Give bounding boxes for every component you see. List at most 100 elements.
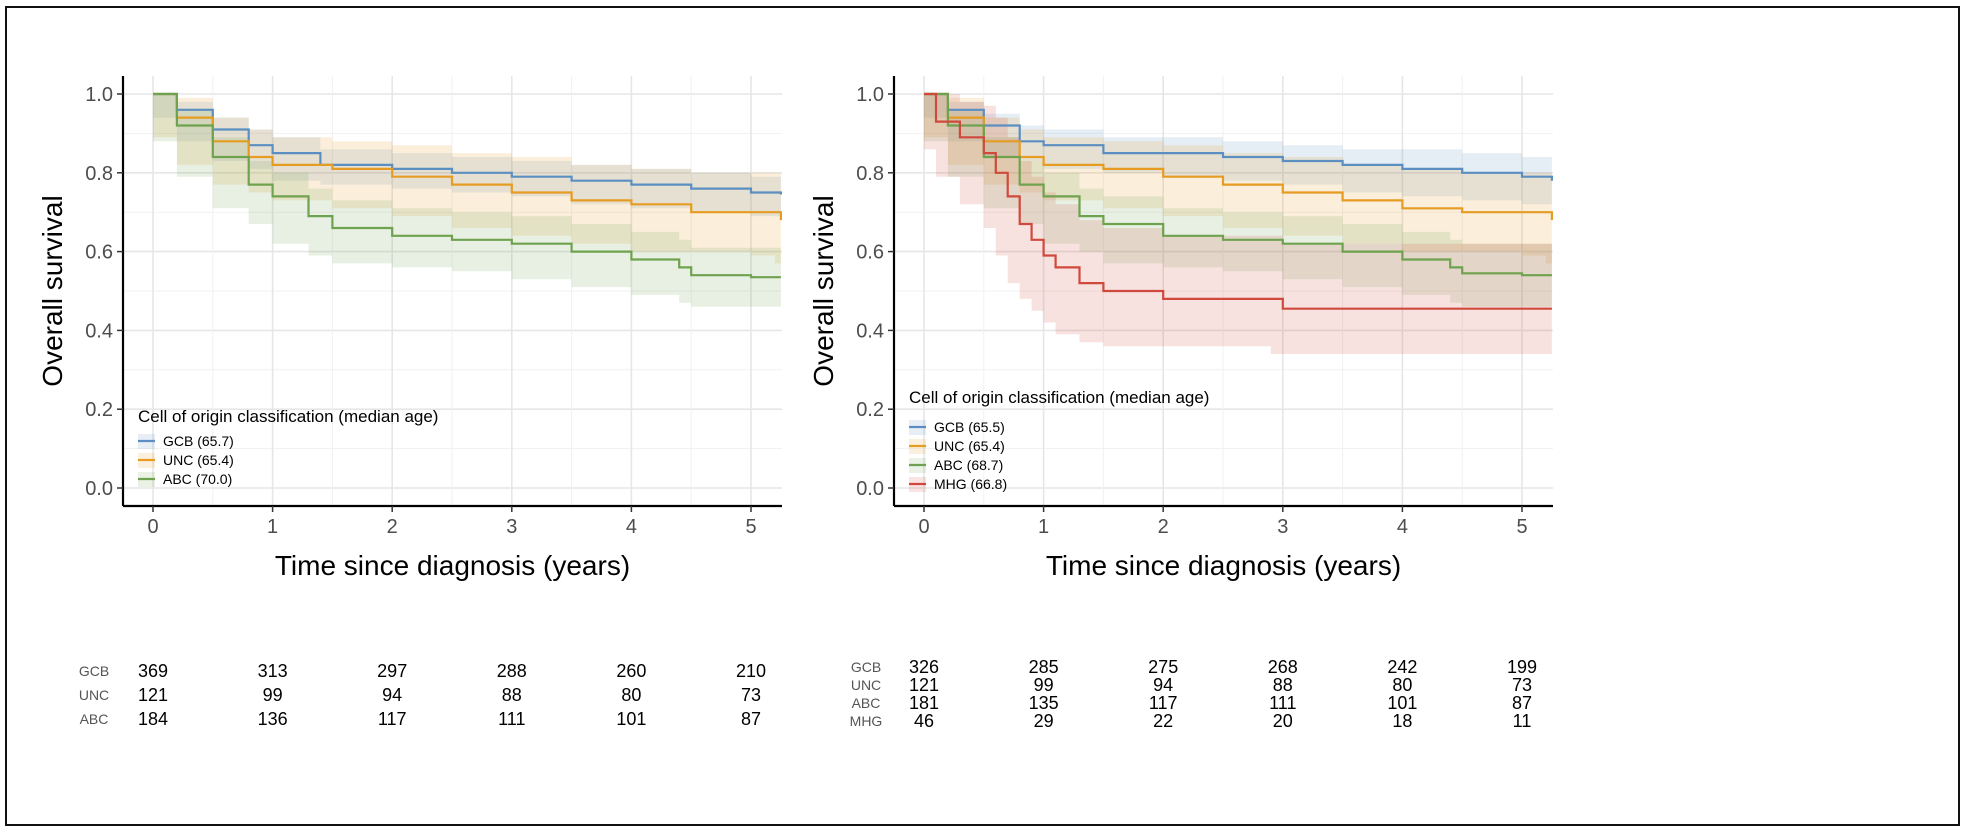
ci-band-abc — [924, 94, 1552, 307]
risk-table-count: 135 — [1029, 693, 1059, 713]
y-tick-label: 0.2 — [856, 399, 884, 421]
risk-table-count: 275 — [1148, 657, 1178, 677]
legend-label-abc: ABC (70.0) — [163, 471, 232, 487]
survival-curve-abc — [153, 92, 781, 279]
risk-table-count: 29 — [1034, 711, 1054, 731]
risk-table-count: 99 — [263, 685, 283, 705]
ci-band-gcb — [153, 94, 781, 217]
y-axis-title: Overall survival — [37, 195, 68, 386]
ci-band-gcb — [924, 94, 1552, 205]
risk-table-count: 369 — [138, 661, 168, 681]
risk-table-count: 18 — [1392, 711, 1412, 731]
x-axis-title: Time since diagnosis (years) — [275, 550, 630, 581]
risk-table-count: 184 — [138, 709, 168, 729]
risk-table-count: 260 — [616, 661, 646, 681]
x-tick-label: 2 — [387, 516, 398, 538]
y-tick-label: 0.6 — [856, 242, 884, 264]
risk-table-count: 288 — [497, 661, 527, 681]
risk-table-group-label: UNC — [79, 687, 109, 703]
risk-table-count: 326 — [909, 657, 939, 677]
risk-table-group-label: ABC — [852, 695, 881, 711]
x-tick-label: 1 — [267, 516, 278, 538]
x-tick-label: 4 — [626, 516, 637, 538]
risk-table-count: 87 — [1512, 693, 1532, 713]
risk-table-count: 80 — [1392, 675, 1412, 695]
survival-curve-mhg — [924, 92, 1552, 310]
legend-label-gcb: GCB (65.7) — [163, 433, 234, 449]
risk-table-count: 73 — [1512, 675, 1532, 695]
y-tick-label: 1.0 — [856, 84, 884, 106]
risk-table-count: 94 — [1153, 675, 1173, 695]
risk-table-group-label: UNC — [851, 677, 881, 693]
chart-panel-2: 0.0 0.2 0.4 0.6 0.8 1.0 0 1 2 3 4 5 Time since diagn… — [808, 76, 1553, 731]
risk-table-count: 121 — [909, 675, 939, 695]
risk-table-count: 121 — [138, 685, 168, 705]
x-tick-label: 0 — [918, 516, 929, 538]
plot-area — [153, 92, 782, 307]
risk-table-count: 94 — [382, 685, 402, 705]
risk-table-count: 88 — [1273, 675, 1293, 695]
risk-table-group-label: GCB — [79, 663, 109, 679]
survival-curve-gcb — [924, 92, 1553, 181]
x-tick-label: 4 — [1397, 516, 1408, 538]
risk-table-count: 111 — [498, 709, 525, 729]
x-tick-label: 3 — [506, 516, 517, 538]
y-tick-label: 0.4 — [856, 320, 884, 342]
x-tick-label: 5 — [1516, 516, 1527, 538]
ci-band-mhg — [924, 94, 1552, 354]
figure-frame — [5, 6, 1960, 826]
risk-table-count: 285 — [1029, 657, 1059, 677]
risk-table-count: 11 — [1513, 711, 1532, 731]
risk-table: GCB 326 285 275 268 242 199 UNC 121 99 94 88 80 73 ABC… — [850, 657, 1537, 731]
risk-table: GCB 369 313 297 288 260 210 UNC 121 99 94 88 80 73 ABC… — [79, 661, 766, 729]
risk-table-count: 136 — [258, 709, 288, 729]
risk-table-count: 117 — [1149, 693, 1178, 713]
risk-table-count: 20 — [1273, 711, 1293, 731]
legend-title: Cell of origin classification (median ag… — [138, 407, 438, 426]
risk-table-count: 99 — [1034, 675, 1054, 695]
legend-label-unc: UNC (65.4) — [163, 452, 234, 468]
y-tick-label: 0.8 — [85, 163, 113, 185]
ci-band-unc — [153, 94, 781, 264]
y-tick-label: 0.8 — [856, 163, 884, 185]
x-tick-label: 0 — [147, 516, 158, 538]
risk-table-count: 87 — [741, 709, 761, 729]
risk-table-group-label: MHG — [850, 713, 883, 729]
survival-curve-abc — [924, 92, 1552, 277]
x-tick-label: 3 — [1277, 516, 1288, 538]
legend-label-mhg: MHG (66.8) — [934, 476, 1007, 492]
risk-table-count: 268 — [1268, 657, 1298, 677]
risk-table-group-label: ABC — [80, 711, 109, 727]
risk-table-count: 181 — [909, 693, 939, 713]
legend-label-gcb: GCB (65.5) — [934, 419, 1005, 435]
x-axis-title: Time since diagnosis (years) — [1046, 550, 1401, 581]
risk-table-count: 111 — [1269, 693, 1296, 713]
legend-label-unc: UNC (65.4) — [934, 438, 1005, 454]
risk-table-count: 117 — [378, 709, 407, 729]
ci-band-abc — [153, 94, 781, 307]
y-tick-label: 0.2 — [85, 399, 113, 421]
risk-table-count: 210 — [736, 661, 766, 681]
risk-table-count: 80 — [621, 685, 641, 705]
y-tick-label: 0.0 — [85, 478, 113, 500]
survival-curve-unc — [924, 92, 1553, 221]
risk-table-count: 73 — [741, 685, 761, 705]
survival-curve-unc — [153, 92, 782, 221]
ci-band-unc — [924, 94, 1552, 264]
y-tick-label: 0.6 — [85, 242, 113, 264]
legend: Cell of origin classification (median ag… — [138, 407, 438, 487]
x-tick-label: 2 — [1158, 516, 1169, 538]
y-tick-label: 0.0 — [856, 478, 884, 500]
plot-area — [924, 92, 1553, 354]
risk-table-count: 88 — [502, 685, 522, 705]
risk-table-group-label: GCB — [851, 659, 881, 675]
chart-panel-1: 0.0 0.2 0.4 0.6 0.8 1.0 0 1 2 3 4 5 Time since diagn… — [37, 76, 782, 729]
y-axis-title: Overall survival — [808, 195, 839, 386]
risk-table-count: 101 — [1387, 693, 1417, 713]
risk-table-count: 46 — [914, 711, 934, 731]
legend: Cell of origin classification (median ag… — [909, 388, 1209, 492]
legend-title: Cell of origin classification (median ag… — [909, 388, 1209, 407]
y-tick-label: 1.0 — [85, 84, 113, 106]
risk-table-count: 297 — [377, 661, 407, 681]
